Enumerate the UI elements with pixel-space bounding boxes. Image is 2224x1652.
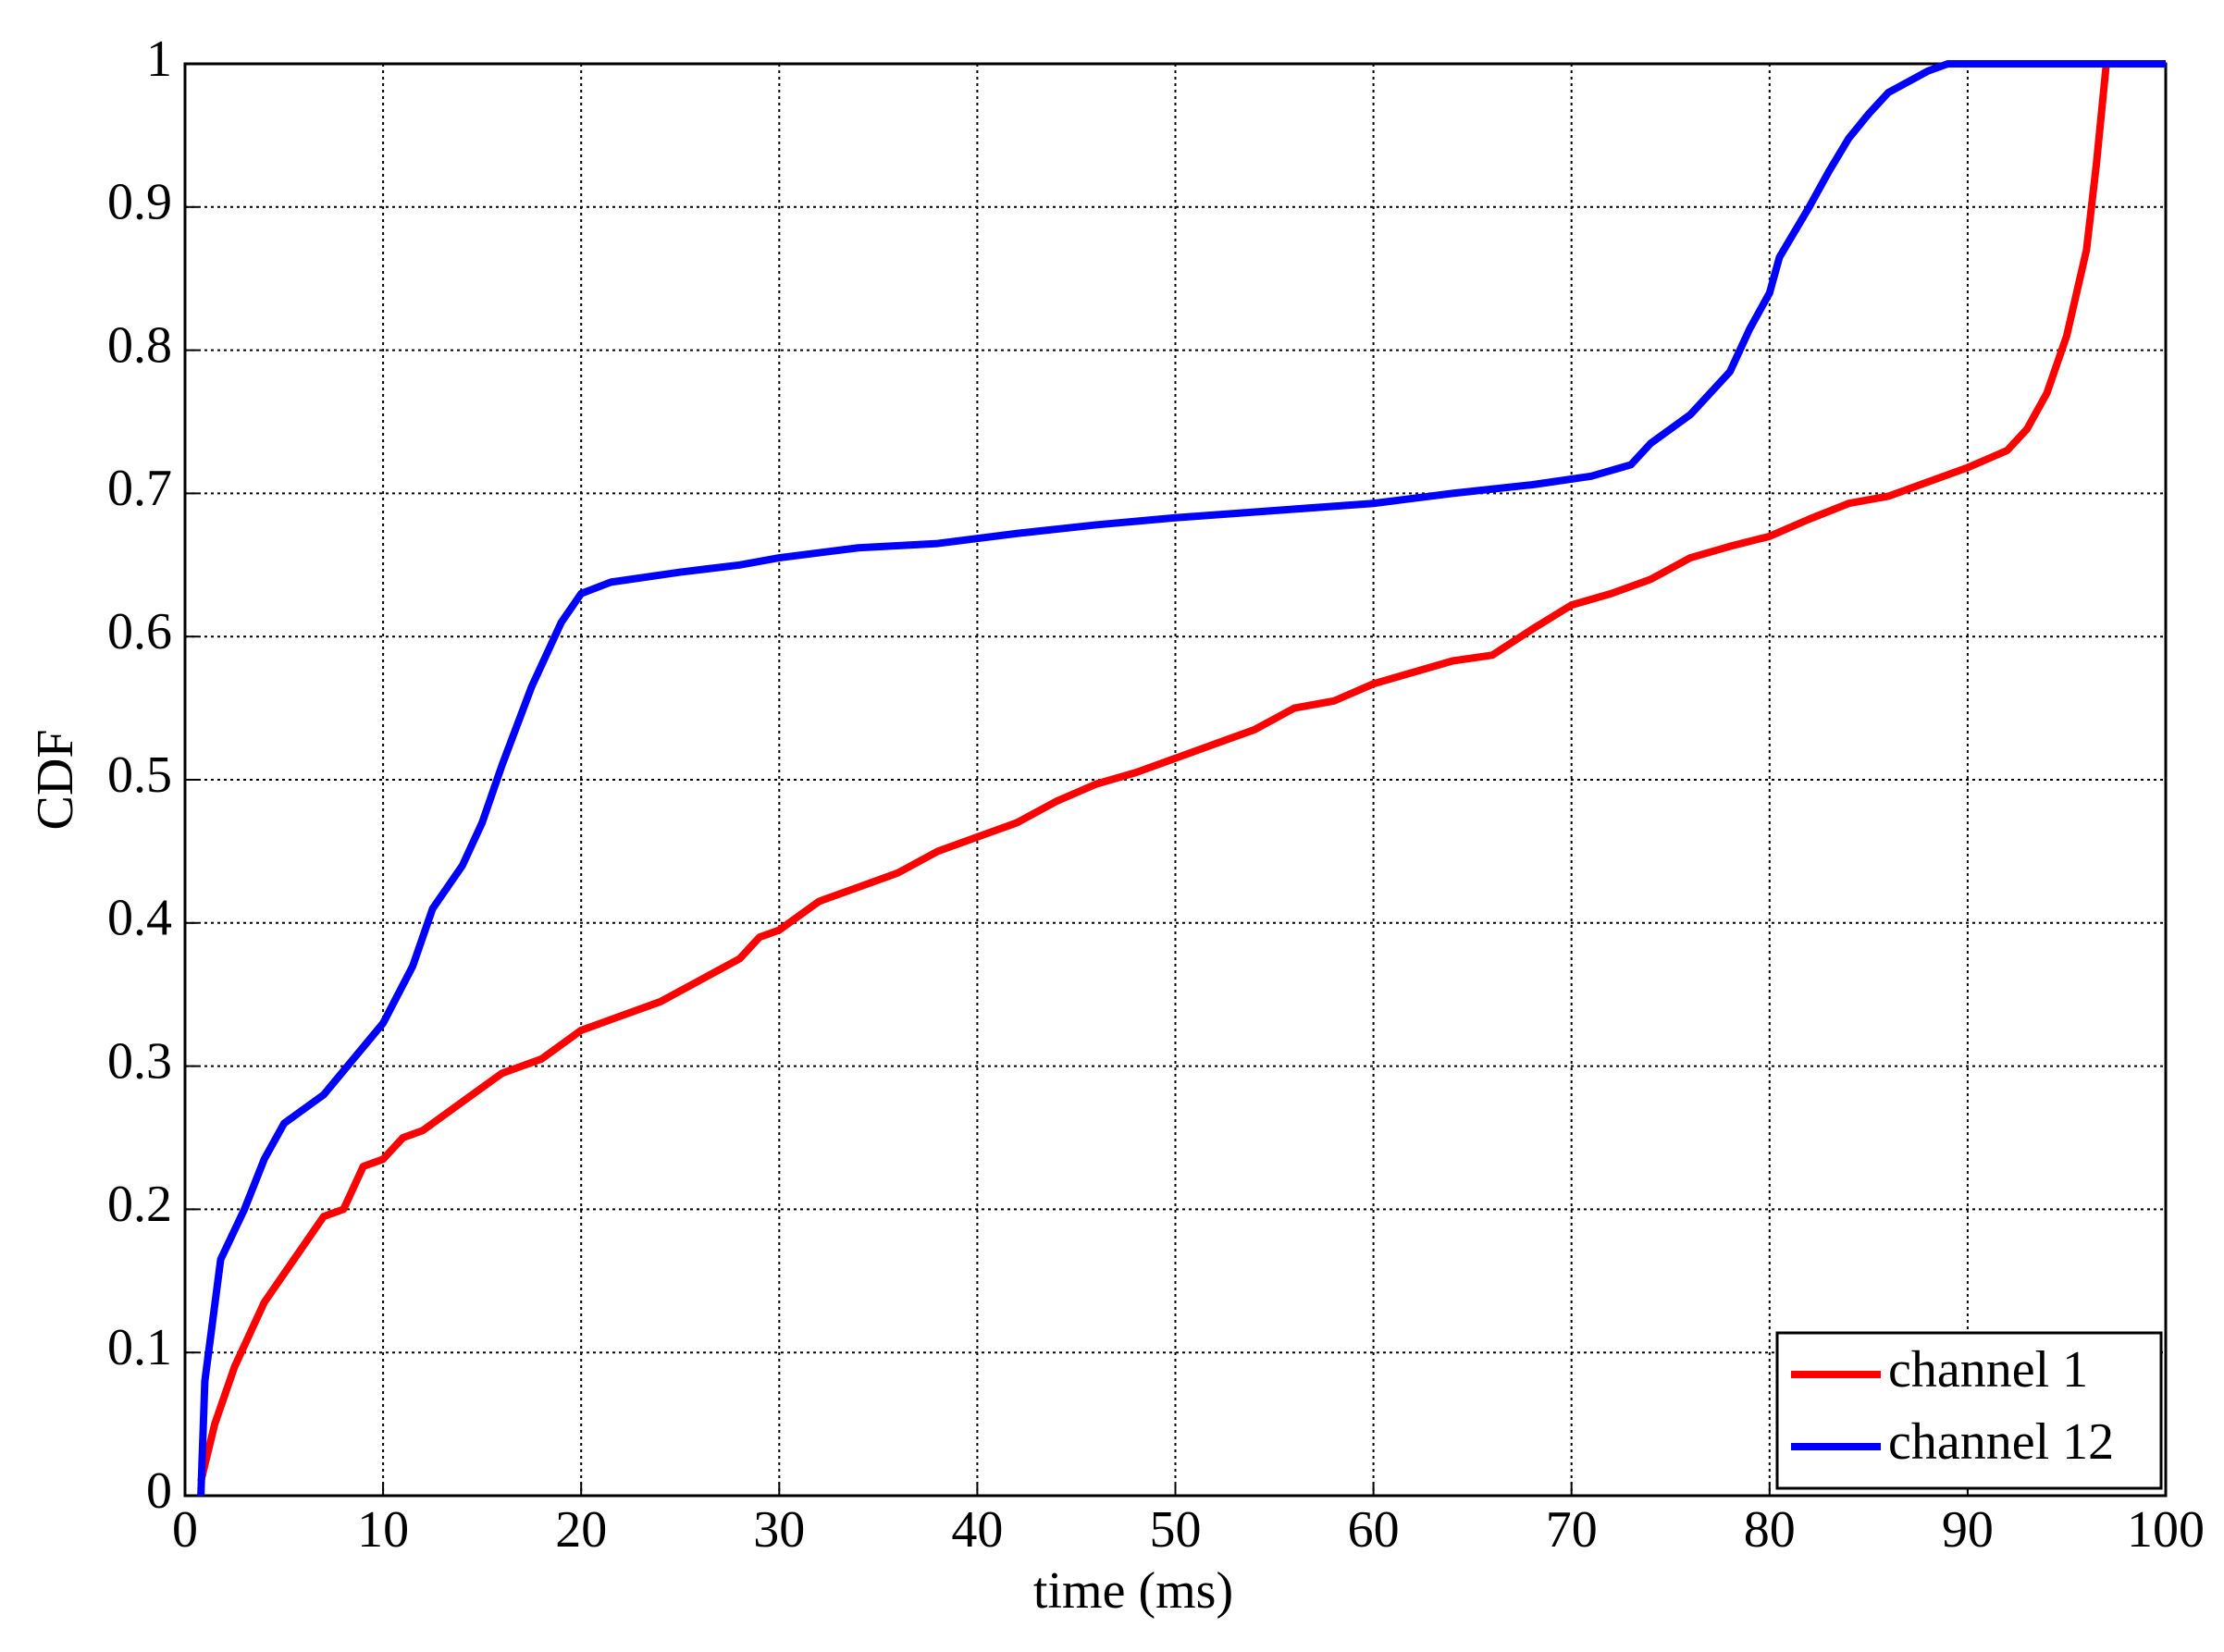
y-tick-label: 0.2	[107, 1176, 172, 1233]
y-tick-label: 0.8	[107, 316, 172, 374]
y-tick-label: 0.5	[107, 746, 172, 804]
legend-label: channel 1	[1888, 1341, 2088, 1399]
x-axis-label: time (ms)	[1033, 1562, 1233, 1620]
y-tick-label: 0.6	[107, 603, 172, 660]
y-tick-label: 0.7	[107, 460, 172, 517]
x-tick-label: 40	[951, 1501, 1003, 1559]
y-tick-label: 0.3	[107, 1032, 172, 1090]
x-tick-label: 50	[1150, 1501, 1202, 1559]
legend-box	[1775, 1331, 2163, 1490]
x-tick-label: 100	[2127, 1501, 2205, 1559]
x-tick-label: 70	[1546, 1501, 1598, 1559]
x-tick-label: 80	[1744, 1501, 1796, 1559]
x-tick-label: 10	[357, 1501, 409, 1559]
plot-frame	[183, 62, 2168, 1498]
y-tick-label: 0.1	[107, 1319, 172, 1376]
x-tick-label: 60	[1348, 1501, 1400, 1559]
y-tick-label: 0.4	[107, 890, 172, 947]
x-tick-label: 20	[555, 1501, 607, 1559]
legend-label: channel 12	[1888, 1413, 2114, 1471]
y-tick-label: 1	[146, 31, 172, 88]
y-tick-label: 0	[146, 1462, 172, 1520]
series-line	[197, 60, 2166, 1483]
x-tick-label: 30	[753, 1501, 805, 1559]
x-tick-label: 90	[1942, 1501, 1994, 1559]
x-tick-label: 0	[172, 1501, 198, 1559]
y-axis-label: CDF	[27, 730, 84, 831]
y-tick-label: 0.9	[107, 174, 172, 231]
series-line	[197, 60, 2166, 1497]
